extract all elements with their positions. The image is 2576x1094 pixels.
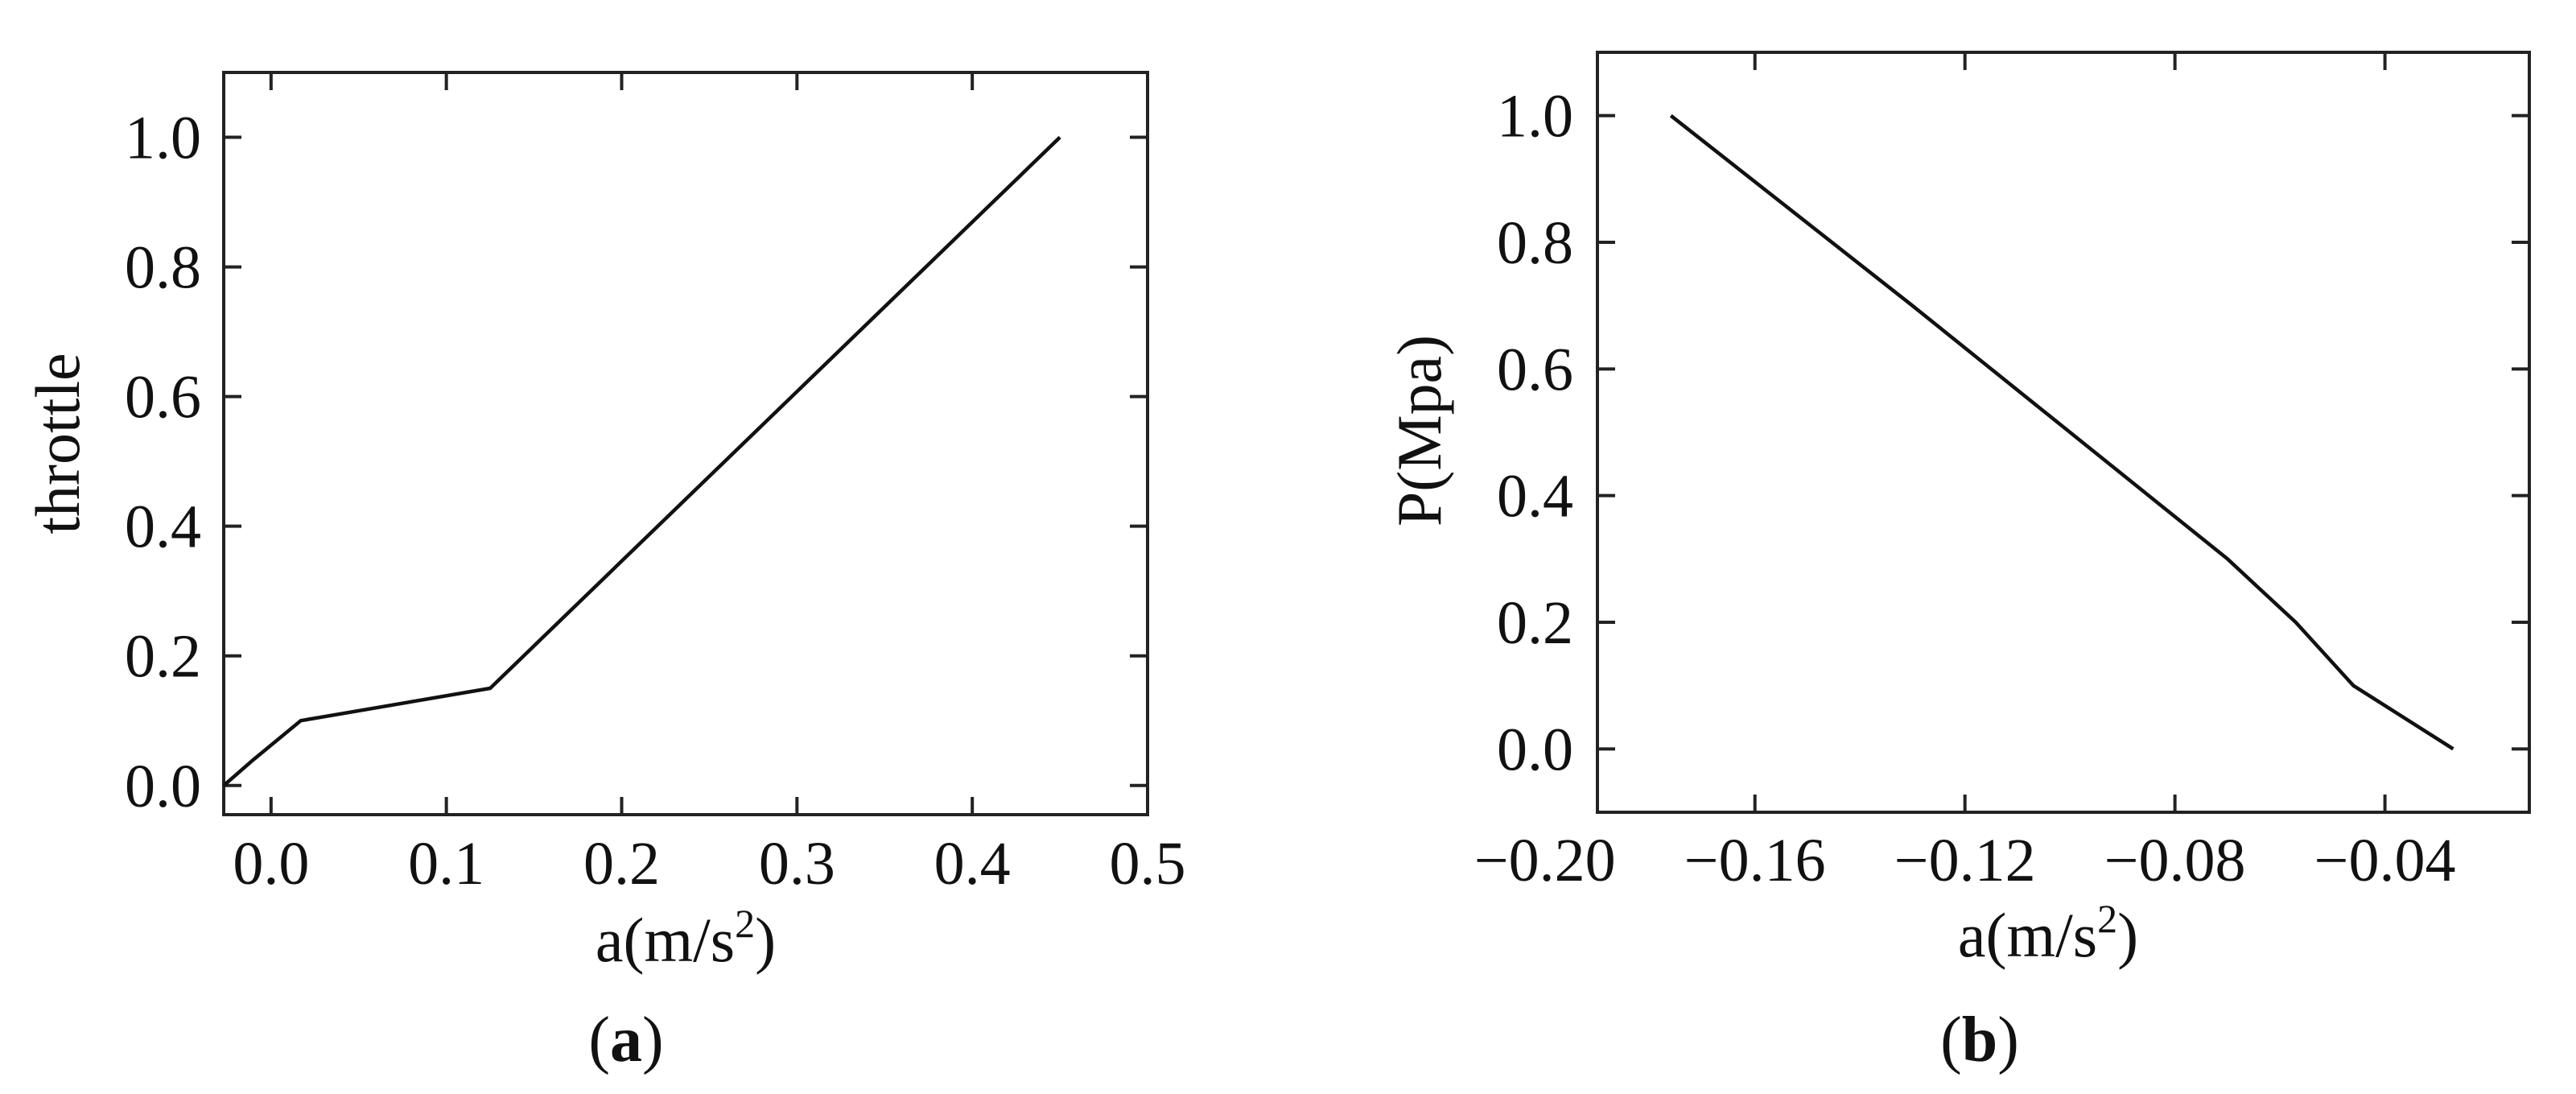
y-tick-label: 1.0 — [1497, 83, 1573, 151]
y-tick-label: 0.0 — [125, 753, 201, 820]
x-tick-label: −0.20 — [1474, 827, 1616, 894]
y-tick-label: 0.6 — [125, 364, 201, 431]
plot-frame-b — [1596, 51, 2531, 814]
series-line-b — [1669, 114, 2454, 751]
y-tick-label: 0.8 — [125, 234, 201, 302]
y-tick-label: 0.4 — [125, 493, 201, 561]
plot-frame-a — [222, 71, 1149, 816]
y-tick-label: 0.2 — [1497, 589, 1573, 657]
x-tick-label: 0.3 — [759, 830, 835, 898]
series-line-a — [222, 135, 1061, 787]
x-tick-label: −0.08 — [2104, 827, 2246, 894]
x-tick-label: −0.16 — [1684, 827, 1826, 894]
y-axis-label-a: throttle — [23, 353, 93, 534]
x-tick-label: 0.1 — [408, 830, 484, 898]
x-tick-label: −0.12 — [1894, 827, 2036, 894]
y-tick-label: 0.4 — [1497, 463, 1573, 530]
y-axis-label-b: P(Mpa) — [1384, 335, 1454, 526]
x-tick-label: 0.2 — [583, 830, 660, 898]
x-axis-label-a: a(m/s2) — [596, 901, 776, 975]
y-tick-label: 0.0 — [1497, 716, 1573, 783]
x-tick-label: −0.04 — [2314, 827, 2456, 894]
y-tick-label: 0.8 — [1497, 209, 1573, 277]
x-tick-label: 0.0 — [233, 830, 309, 898]
panel-label-a: (a) — [588, 1005, 663, 1075]
tick-group-a: 0.0 0.1 0.2 0.3 0.4 0.5 0.0 0.2 0.4 0.6 0.8 1.0 — [125, 72, 1186, 898]
x-tick-label: 0.5 — [1110, 830, 1186, 898]
chart-panel-a: 0.0 0.1 0.2 0.3 0.4 0.5 0.0 0.2 0.4 0.6 0.8 1.0 thr… — [23, 71, 1186, 1075]
x-tick-label: 0.4 — [934, 830, 1011, 898]
y-tick-label: 0.2 — [125, 623, 201, 691]
tick-group-b: −0.20 −0.16 −0.12 −0.08 −0.04 0.0 0.2 0.4 0.6 0.8… — [1474, 52, 2529, 894]
x-axis-label-b: a(m/s2) — [1958, 896, 2138, 970]
panel-label-b: (b) — [1940, 1005, 2019, 1075]
y-tick-label: 1.0 — [125, 105, 201, 172]
y-tick-label: 0.6 — [1497, 336, 1573, 403]
chart-panel-b: −0.20 −0.16 −0.12 −0.08 −0.04 0.0 0.2 0.4 0.6 0.8… — [1384, 51, 2531, 1075]
